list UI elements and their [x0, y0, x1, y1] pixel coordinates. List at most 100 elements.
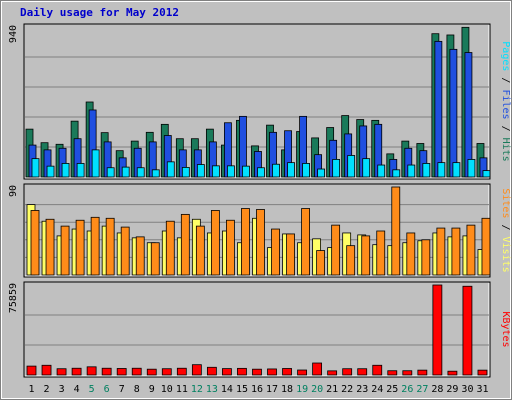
day-label: 6: [104, 384, 110, 395]
bar-sites: [135, 236, 145, 276]
day-label: 28: [431, 384, 443, 395]
bar-kbytes: [447, 370, 458, 376]
day-label: 17: [266, 384, 278, 395]
bar-pages: [302, 163, 310, 178]
bar-sites: [150, 242, 160, 276]
panel-ymax-label: 940: [8, 25, 19, 43]
bar-pages: [61, 163, 70, 178]
bar-sites: [331, 224, 341, 276]
bar-sites: [451, 227, 461, 276]
day-label: 9: [149, 384, 155, 395]
panel-ymax-label: 75859: [8, 283, 19, 313]
day-label: 27: [416, 384, 428, 395]
bar-kbytes: [222, 368, 232, 376]
bar-sites: [436, 227, 446, 276]
bar-kbytes: [26, 365, 37, 376]
bar-pages: [121, 166, 130, 178]
series-pages: [31, 149, 491, 178]
bar-kbytes: [462, 285, 473, 376]
series-kbytes: [26, 284, 488, 376]
day-label: 30: [461, 384, 473, 395]
legend-entry: /: [500, 71, 511, 89]
bar-pages: [76, 163, 85, 178]
day-label: 7: [119, 384, 125, 395]
bar-kbytes: [176, 367, 187, 376]
bar-pages: [181, 167, 190, 178]
bar-pages: [332, 159, 341, 178]
bar-kbytes: [342, 368, 353, 376]
bar-files: [449, 48, 458, 178]
day-label: 19: [296, 384, 308, 395]
bar-pages: [347, 155, 356, 178]
legend-entry: Hits: [500, 138, 511, 162]
bar-kbytes: [131, 367, 142, 376]
bar-pages: [272, 163, 280, 178]
chart-panels: 940 Pages / Files / Hits 90 Sites / Visits 7…: [8, 23, 511, 378]
day-label: 26: [401, 384, 413, 395]
bar-pages: [136, 167, 145, 178]
bar-pages: [407, 164, 416, 178]
day-label: 13: [206, 384, 218, 395]
bar-files: [434, 40, 443, 178]
day-label: 23: [356, 384, 368, 395]
legend-entry: Files: [500, 89, 511, 119]
bar-pages: [257, 167, 265, 178]
day-label: 2: [44, 384, 50, 395]
bar-sites: [180, 213, 190, 276]
bar-pages: [377, 164, 386, 178]
bar-kbytes: [41, 364, 52, 376]
bar-sites: [105, 217, 115, 276]
bar-kbytes: [432, 284, 443, 376]
panel-2: 90 Sites / Visits: [8, 183, 511, 278]
day-label: 25: [386, 384, 398, 395]
bar-pages: [452, 162, 461, 178]
bar-kbytes: [372, 364, 383, 376]
legend-entry: /: [500, 218, 511, 236]
bar-sites: [316, 250, 326, 276]
bar-kbytes: [312, 362, 323, 376]
panel-legend: Pages / Files / Hits: [500, 41, 511, 161]
bar-pages: [227, 165, 235, 178]
bar-sites: [75, 219, 85, 276]
day-label: 4: [74, 384, 80, 395]
day-label: 12: [191, 384, 203, 395]
bar-kbytes: [146, 368, 157, 376]
bar-sites: [120, 226, 130, 276]
day-label: 1: [29, 384, 35, 395]
bar-files: [464, 52, 473, 178]
bar-sites: [165, 220, 175, 276]
bar-sites: [346, 245, 356, 276]
day-label: 18: [281, 384, 293, 395]
day-label: 21: [326, 384, 338, 395]
bar-sites: [256, 209, 265, 276]
day-axis: 1 2 3 4 5 6 7 8 9 10 11 12 13 14 15 16 17 18 19 20 21 22 23 24 2…: [29, 384, 489, 395]
bar-pages: [362, 158, 371, 178]
bar-sites: [30, 210, 40, 276]
day-label: 15: [236, 384, 248, 395]
bar-pages: [467, 159, 476, 178]
bar-pages: [242, 165, 250, 178]
bar-kbytes: [191, 364, 202, 376]
bar-kbytes: [402, 370, 413, 376]
series-sites: [30, 186, 491, 276]
bar-pages: [91, 149, 100, 178]
bar-sites: [286, 233, 295, 276]
legend-entry: Sites: [500, 188, 511, 218]
bar-pages: [31, 158, 40, 178]
bar-kbytes: [417, 369, 428, 376]
bar-pages: [422, 163, 431, 178]
bar-sites: [421, 239, 431, 276]
bar-kbytes: [387, 370, 398, 376]
day-label: 20: [311, 384, 323, 395]
panel-legend: KBytes: [500, 311, 511, 347]
bar-sites: [406, 232, 416, 276]
bar-pages: [437, 162, 446, 178]
day-label: 24: [371, 384, 383, 395]
legend-entry: KBytes: [500, 311, 511, 347]
bar-kbytes: [252, 368, 262, 376]
day-label: 5: [89, 384, 95, 395]
bar-sites: [90, 216, 100, 276]
bar-kbytes: [71, 367, 82, 376]
bar-kbytes: [477, 369, 488, 376]
